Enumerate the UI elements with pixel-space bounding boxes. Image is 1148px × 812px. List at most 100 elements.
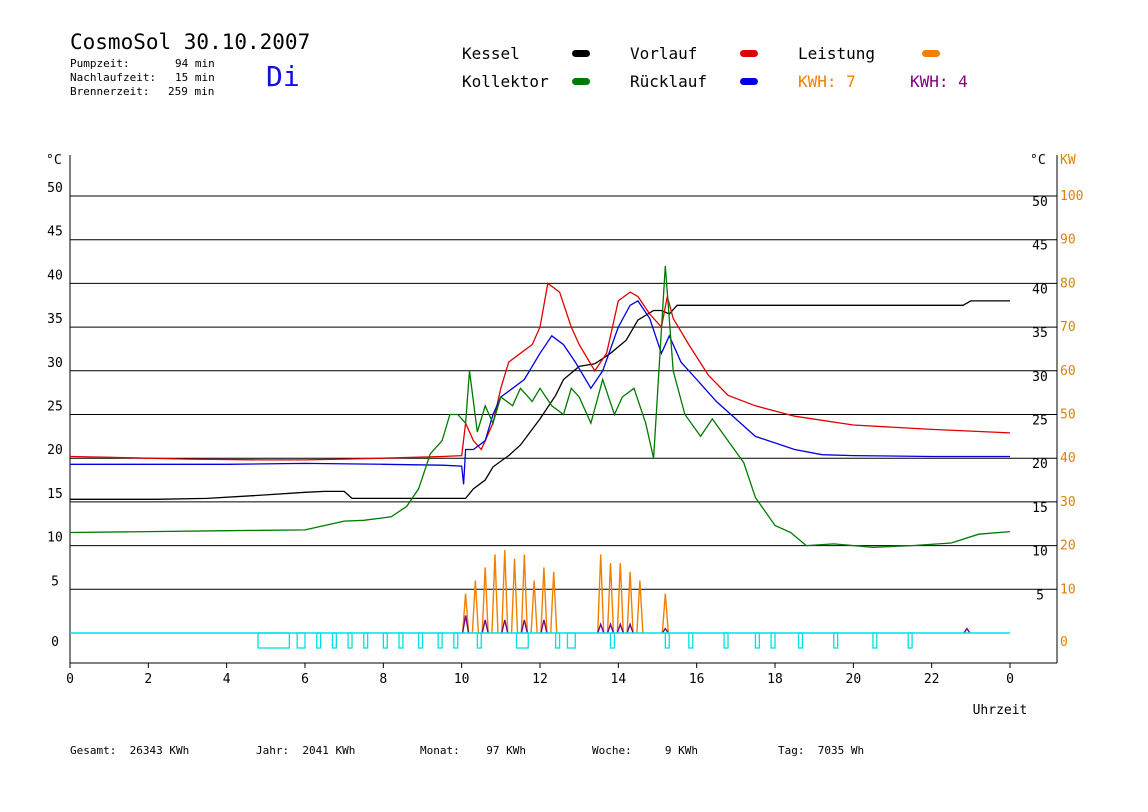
pump-pulse xyxy=(688,632,694,649)
x-tick-label: 16 xyxy=(689,672,705,687)
kw-tick-label: 80 xyxy=(1060,276,1076,291)
footer-tag: Tag: 7035 Wh xyxy=(778,744,865,757)
pump-pulse xyxy=(331,632,337,649)
kwh2-spike xyxy=(597,622,605,634)
legend-kwh-2: KWH: 4 xyxy=(910,72,968,91)
leistung-spike xyxy=(616,563,624,634)
y-tick-label-right: 10 xyxy=(1032,545,1048,560)
series-vorlauf xyxy=(69,282,1011,461)
pump-pulse xyxy=(398,632,404,649)
y-tick-label-right: 25 xyxy=(1032,414,1048,429)
kwh2-spike xyxy=(481,619,489,634)
y-tick-label-right: 15 xyxy=(1032,501,1048,516)
pump-pulse xyxy=(453,632,459,649)
y-tick-label-left: 35 xyxy=(47,312,63,327)
leistung-spike xyxy=(501,549,509,634)
y-tick-label-right: 50 xyxy=(1032,195,1048,210)
legend-leistung-swatch xyxy=(922,50,940,57)
x-tick-label: 14 xyxy=(611,672,627,687)
kw-tick-label: 30 xyxy=(1060,495,1076,510)
x-tick-label: 8 xyxy=(379,672,387,687)
footer-monat: Monat: 97 KWh xyxy=(420,744,526,757)
leistung-spike xyxy=(661,593,670,634)
leistung-spike xyxy=(461,593,470,634)
kw-tick-label: 90 xyxy=(1060,233,1076,248)
y-tick-label-left: 50 xyxy=(47,181,63,196)
footer-gesamt: Gesamt: 26343 KWh xyxy=(70,744,190,757)
pump-pulse xyxy=(476,632,482,649)
pump-pulse xyxy=(723,632,729,649)
pump-pulse xyxy=(664,632,670,649)
series-kessel xyxy=(70,300,1010,500)
legend-ruecklauf-swatch xyxy=(740,78,758,85)
leistung-spike xyxy=(550,571,558,634)
x-tick-label: 6 xyxy=(301,672,309,687)
leistung-spike xyxy=(481,567,489,634)
y-tick-label-right: 20 xyxy=(1032,457,1048,472)
pump-pulse xyxy=(296,632,306,649)
kw-tick-label: 70 xyxy=(1060,320,1076,335)
leistung-spike xyxy=(471,580,480,634)
legend-ruecklauf: Rücklauf xyxy=(630,72,708,91)
x-tick-label: 2 xyxy=(144,672,152,687)
legend-leistung: Leistung xyxy=(798,44,876,63)
legend-kessel-swatch xyxy=(572,50,590,57)
x-tick-label: 10 xyxy=(454,672,470,687)
y-tick-label-left: 25 xyxy=(47,400,63,415)
x-tick-label: 12 xyxy=(532,672,548,687)
leistung-spike xyxy=(540,567,548,634)
legend-kessel: Kessel xyxy=(462,44,520,63)
y-tick-label-left: 45 xyxy=(47,225,63,240)
x-tick-label: 0 xyxy=(1006,672,1014,687)
pump-pulse xyxy=(437,632,443,649)
weekday-label: Di xyxy=(266,60,300,93)
series-kollektor xyxy=(69,265,1011,548)
pump-pulse xyxy=(754,632,760,649)
y-tick-label-left: 30 xyxy=(47,356,63,371)
y-tick-label-right: 35 xyxy=(1032,326,1048,341)
pump-pulse xyxy=(609,632,616,649)
y-tick-label-left: 20 xyxy=(47,443,63,458)
kw-tick-label: 20 xyxy=(1060,539,1076,554)
leistung-spike xyxy=(510,558,519,634)
kwh2-spike xyxy=(520,619,529,634)
legend-vorlauf-swatch xyxy=(740,50,758,57)
footer-woche: Woche: 9 KWh xyxy=(592,744,698,757)
footer-jahr: Jahr: 2041 KWh xyxy=(256,744,356,757)
pump-pulse xyxy=(515,632,529,649)
pump-pulse xyxy=(872,632,878,649)
kwh2-spike xyxy=(606,622,615,634)
pump-pulse xyxy=(797,632,804,649)
legend-vorlauf: Vorlauf xyxy=(630,44,698,63)
kwh2-spike xyxy=(616,622,624,634)
leistung-spike xyxy=(597,554,605,634)
y-tick-label-right: 5 xyxy=(1036,588,1044,603)
x-tick-label: 4 xyxy=(223,672,231,687)
y-tick-label-left: 10 xyxy=(47,531,63,546)
pump-pulse xyxy=(417,632,424,649)
pump-pulse xyxy=(347,632,353,649)
kwh2-spike xyxy=(626,622,634,634)
pump-pulse xyxy=(833,632,839,649)
leistung-spike xyxy=(530,580,538,634)
leistung-spike xyxy=(520,554,529,634)
y-axis-unit-right: °C xyxy=(1030,153,1046,168)
kw-tick-label: 100 xyxy=(1060,189,1083,204)
kw-tick-label: 0 xyxy=(1060,635,1068,650)
x-tick-label: 20 xyxy=(846,672,862,687)
x-axis-label: Uhrzeit xyxy=(973,703,1028,718)
leistung-spike xyxy=(491,554,499,634)
legend-kollektor: Kollektor xyxy=(462,72,549,91)
y-tick-label-right: 40 xyxy=(1032,282,1048,297)
kwh2-spike xyxy=(540,619,548,634)
pump-pulse xyxy=(257,632,290,649)
pump-pulse xyxy=(770,632,776,649)
kw-tick-label: 10 xyxy=(1060,582,1076,597)
y-tick-label-right: 30 xyxy=(1032,370,1048,385)
x-tick-label: 22 xyxy=(924,672,940,687)
legend-kollektor-swatch xyxy=(572,78,590,85)
kw-tick-label: 60 xyxy=(1060,364,1076,379)
kw-axis-unit: KW xyxy=(1060,153,1076,168)
y-tick-label-left: 15 xyxy=(47,487,63,502)
